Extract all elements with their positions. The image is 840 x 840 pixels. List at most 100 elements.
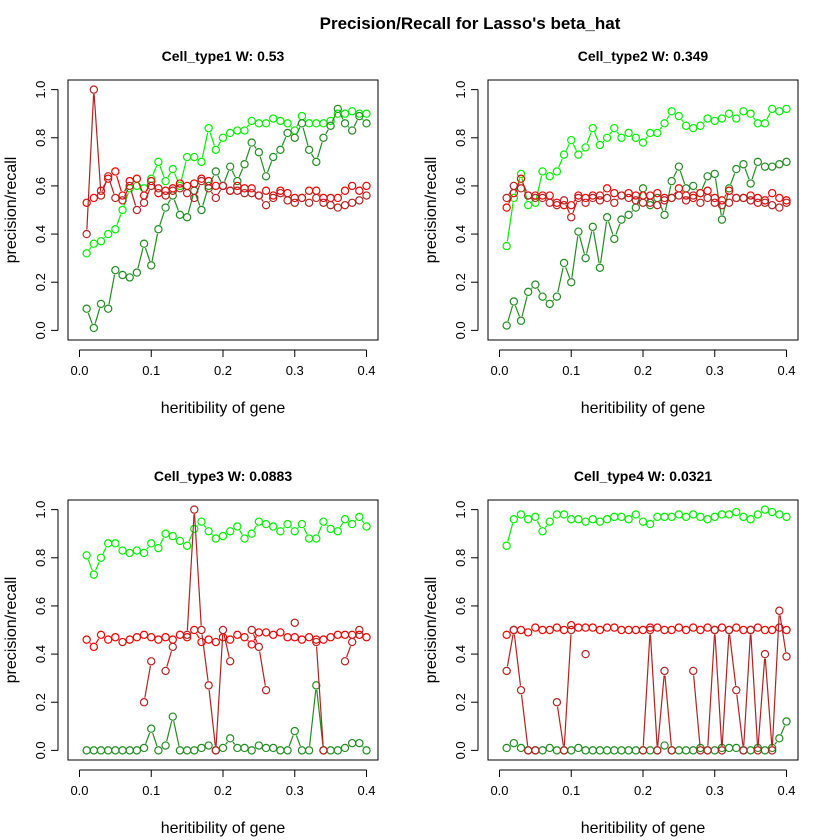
data-point — [139, 239, 149, 248]
y-axis-label: precision/recall — [3, 577, 20, 684]
data-point — [312, 186, 321, 195]
data-point — [261, 685, 271, 695]
data-point — [660, 210, 669, 220]
data-point — [502, 630, 511, 640]
data-point — [595, 140, 605, 150]
series-segment — [545, 299, 547, 302]
data-point — [703, 172, 712, 181]
data-point — [233, 126, 242, 135]
data-point — [168, 164, 177, 174]
series-segment — [673, 191, 677, 195]
series-segment — [317, 142, 323, 158]
data-point — [218, 625, 228, 635]
series-segment — [204, 183, 206, 186]
series-segment — [159, 211, 165, 226]
data-point — [509, 297, 519, 306]
data-point — [595, 517, 605, 526]
series-segment — [231, 170, 236, 178]
data-point — [161, 191, 170, 200]
data-point — [340, 119, 350, 128]
data-point — [89, 746, 99, 755]
data-point — [103, 746, 113, 755]
data-point — [660, 119, 669, 128]
data-point — [139, 698, 149, 707]
data-point — [362, 746, 371, 755]
data-point — [132, 633, 142, 642]
data-point — [667, 746, 676, 755]
panel-3: Cell_type3 W: 0.0883 0.0 0.1 0.2 0.3 0.4 herit… — [3, 468, 379, 837]
data-point — [667, 107, 676, 116]
data-point — [760, 196, 770, 205]
data-point — [674, 191, 684, 200]
data-point — [211, 746, 221, 755]
series-segment — [774, 741, 778, 745]
data-point — [355, 196, 364, 205]
data-point — [240, 160, 249, 169]
data-point — [760, 505, 770, 514]
series-segment — [315, 646, 324, 746]
series-dark_red — [139, 505, 364, 755]
data-point — [760, 746, 770, 755]
data-point — [574, 743, 583, 753]
data-point — [247, 625, 256, 635]
data-point — [190, 746, 199, 755]
series-segment — [290, 526, 292, 529]
series-segment — [681, 191, 684, 193]
data-point — [139, 548, 149, 558]
data-point — [674, 510, 684, 519]
data-point — [710, 169, 719, 179]
data-point — [225, 635, 235, 644]
data-point — [111, 539, 120, 548]
data-point — [96, 299, 106, 309]
data-point — [753, 119, 763, 128]
data-point — [660, 512, 669, 522]
data-point — [581, 253, 590, 263]
data-point — [552, 510, 562, 519]
series-segment — [253, 145, 257, 149]
data-point — [638, 198, 648, 207]
series-segment — [202, 190, 208, 206]
series-segment — [325, 129, 329, 135]
data-point — [197, 637, 206, 647]
data-point — [89, 193, 99, 203]
x-tick-label: 0.4 — [357, 783, 375, 798]
series-segment — [565, 267, 571, 279]
series-segment — [116, 175, 122, 192]
data-point — [674, 184, 684, 193]
series-segment — [225, 741, 228, 745]
series-segment — [246, 124, 250, 128]
data-point — [89, 323, 99, 333]
x-axis: 0.0 0.1 0.2 0.3 0.4 — [70, 349, 376, 378]
data-point — [132, 746, 142, 755]
data-point — [624, 515, 633, 524]
data-point — [139, 743, 149, 753]
series-segment — [139, 205, 142, 208]
data-point — [703, 623, 712, 632]
data-point — [347, 738, 357, 748]
data-point — [545, 743, 554, 753]
series-segment — [579, 235, 585, 254]
data-point — [689, 181, 698, 191]
series-segment — [186, 514, 195, 631]
data-point — [767, 162, 777, 171]
data-point — [362, 522, 371, 531]
series-segment — [552, 198, 555, 200]
data-point — [304, 198, 314, 207]
data-point — [333, 746, 343, 755]
data-point — [118, 637, 127, 647]
series-segment — [513, 634, 522, 686]
data-point — [696, 512, 705, 522]
series-segment — [767, 195, 770, 198]
series-segment — [193, 514, 202, 626]
series-segment — [696, 188, 698, 191]
data-point — [276, 186, 285, 195]
series-segment — [167, 172, 171, 178]
data-point — [233, 743, 242, 753]
series-segment — [508, 197, 513, 204]
data-point — [347, 198, 357, 207]
series-segment — [659, 126, 663, 130]
series-dark_red — [502, 181, 791, 222]
series-segment — [353, 119, 358, 127]
series-segment — [276, 152, 278, 155]
data-point — [340, 515, 350, 524]
